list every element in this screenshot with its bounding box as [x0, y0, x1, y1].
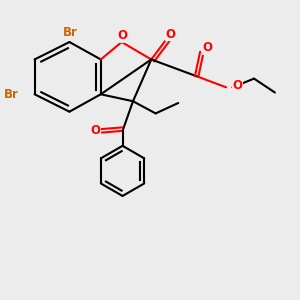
Text: Br: Br	[63, 26, 78, 39]
Text: O: O	[203, 41, 213, 55]
Text: Br: Br	[4, 88, 19, 101]
Text: O: O	[90, 124, 100, 137]
Text: O: O	[232, 79, 242, 92]
Text: O: O	[165, 28, 176, 40]
Text: O: O	[117, 29, 128, 42]
